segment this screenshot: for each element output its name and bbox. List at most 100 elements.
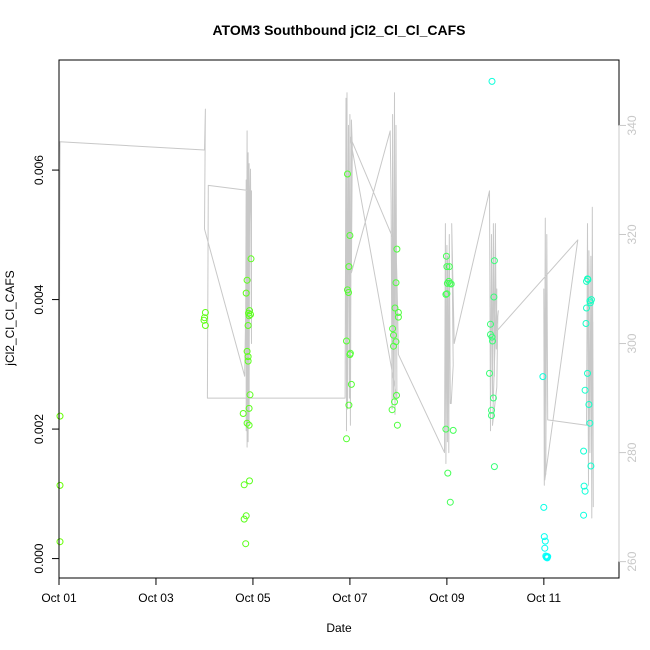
x-tick-label-2: Oct 05 bbox=[235, 591, 271, 605]
data-point-75 bbox=[490, 257, 498, 265]
data-point-22 bbox=[245, 421, 253, 429]
data-point-0 bbox=[56, 412, 64, 420]
data-point-52 bbox=[442, 425, 450, 433]
x-axis: Oct 01 Oct 03 Oct 05 Oct 07 Oct 09 Oct 11 bbox=[41, 577, 562, 605]
data-point-102 bbox=[587, 462, 595, 470]
x-tick-label-5: Oct 11 bbox=[527, 591, 562, 605]
y-tick-label-2: 0.004 bbox=[32, 284, 46, 314]
data-point-11 bbox=[242, 512, 250, 520]
data-point-25 bbox=[246, 391, 254, 399]
data-point-27 bbox=[247, 311, 254, 318]
data-point-48 bbox=[393, 245, 401, 253]
data-point-88 bbox=[580, 511, 588, 519]
data-point-54 bbox=[442, 252, 450, 260]
data-point-53 bbox=[442, 290, 450, 298]
data-point-38 bbox=[347, 380, 355, 388]
data-point-7 bbox=[239, 410, 247, 417]
y-axis: 0.000 0.002 0.004 0.006 bbox=[32, 155, 60, 574]
data-point-26 bbox=[247, 255, 255, 263]
data-point-46 bbox=[392, 279, 400, 287]
x-axis-label: Date bbox=[326, 621, 352, 635]
x-tick-label-0: Oct 01 bbox=[41, 591, 77, 605]
data-point-101 bbox=[586, 299, 594, 307]
data-point-28 bbox=[343, 435, 350, 443]
data-point-56 bbox=[443, 290, 451, 298]
series-line-right-axis bbox=[58, 92, 594, 519]
data-point-57 bbox=[443, 279, 451, 287]
secondary-y-axis: 260 280 300 320 340 bbox=[618, 115, 639, 572]
data-point-73 bbox=[490, 293, 498, 301]
y-tick-label-0: 0.000 bbox=[32, 543, 46, 573]
data-point-10 bbox=[242, 540, 250, 548]
data-point-77 bbox=[539, 373, 547, 381]
data-point-33 bbox=[345, 263, 353, 271]
data-point-58 bbox=[444, 469, 452, 477]
data-point-89 bbox=[580, 482, 588, 490]
data-point-94 bbox=[583, 304, 590, 312]
data-point-18 bbox=[244, 357, 252, 365]
data-point-1 bbox=[56, 481, 64, 489]
data-point-95 bbox=[584, 369, 591, 377]
data-point-50 bbox=[394, 309, 402, 316]
data-point-15 bbox=[243, 419, 251, 427]
data-point-78 bbox=[540, 503, 548, 511]
x-tick-label-3: Oct 07 bbox=[332, 591, 368, 605]
data-point-69 bbox=[488, 406, 495, 414]
data-point-71 bbox=[489, 337, 496, 345]
y2-tick-label-4: 340 bbox=[625, 115, 639, 135]
data-point-76 bbox=[488, 77, 496, 85]
data-point-92 bbox=[582, 320, 590, 327]
data-point-3 bbox=[201, 309, 209, 316]
data-point-47 bbox=[393, 391, 400, 399]
data-point-2 bbox=[56, 538, 64, 546]
data-point-86 bbox=[544, 553, 552, 561]
data-point-12 bbox=[242, 289, 250, 297]
x-tick-label-4: Oct 09 bbox=[429, 591, 465, 605]
y-tick-label-1: 0.002 bbox=[32, 414, 46, 444]
data-point-51 bbox=[394, 313, 402, 321]
data-point-79 bbox=[540, 533, 548, 541]
y-tick-label-3: 0.006 bbox=[32, 155, 46, 185]
data-point-6 bbox=[201, 322, 209, 329]
plot-area-frame bbox=[58, 59, 620, 579]
data-point-99 bbox=[586, 419, 594, 427]
data-point-64 bbox=[449, 426, 457, 434]
data-point-80 bbox=[541, 544, 549, 552]
data-point-49 bbox=[393, 421, 401, 429]
right-axis-series bbox=[58, 92, 594, 519]
data-point-45 bbox=[392, 338, 400, 346]
y2-tick-label-0: 260 bbox=[625, 551, 639, 571]
data-point-72 bbox=[489, 394, 497, 402]
data-point-20 bbox=[245, 312, 253, 320]
y2-tick-label-3: 320 bbox=[625, 224, 639, 244]
data-point-66 bbox=[487, 320, 494, 328]
data-point-60 bbox=[445, 263, 453, 271]
data-point-8 bbox=[240, 481, 248, 489]
data-point-37 bbox=[346, 349, 354, 357]
data-point-97 bbox=[584, 276, 592, 283]
data-point-32 bbox=[345, 289, 352, 296]
data-point-5 bbox=[200, 316, 208, 324]
data-point-4 bbox=[201, 314, 208, 322]
data-point-70 bbox=[488, 333, 496, 341]
data-point-91 bbox=[581, 386, 589, 394]
data-point-34 bbox=[345, 401, 353, 409]
data-point-16 bbox=[244, 322, 252, 329]
data-point-103 bbox=[587, 296, 595, 304]
data-point-55 bbox=[443, 263, 451, 271]
y2-tick-label-2: 300 bbox=[625, 333, 639, 353]
data-point-81 bbox=[541, 537, 549, 545]
data-point-63 bbox=[447, 280, 455, 288]
data-point-29 bbox=[343, 337, 350, 345]
data-point-17 bbox=[244, 353, 252, 361]
data-point-24 bbox=[246, 307, 253, 315]
data-point-21 bbox=[245, 404, 253, 412]
data-point-13 bbox=[243, 276, 251, 284]
data-point-98 bbox=[585, 401, 593, 408]
data-point-62 bbox=[446, 498, 454, 506]
data-point-40 bbox=[389, 325, 397, 333]
data-point-43 bbox=[391, 398, 398, 406]
data-point-14 bbox=[243, 347, 251, 355]
data-point-68 bbox=[488, 412, 495, 419]
